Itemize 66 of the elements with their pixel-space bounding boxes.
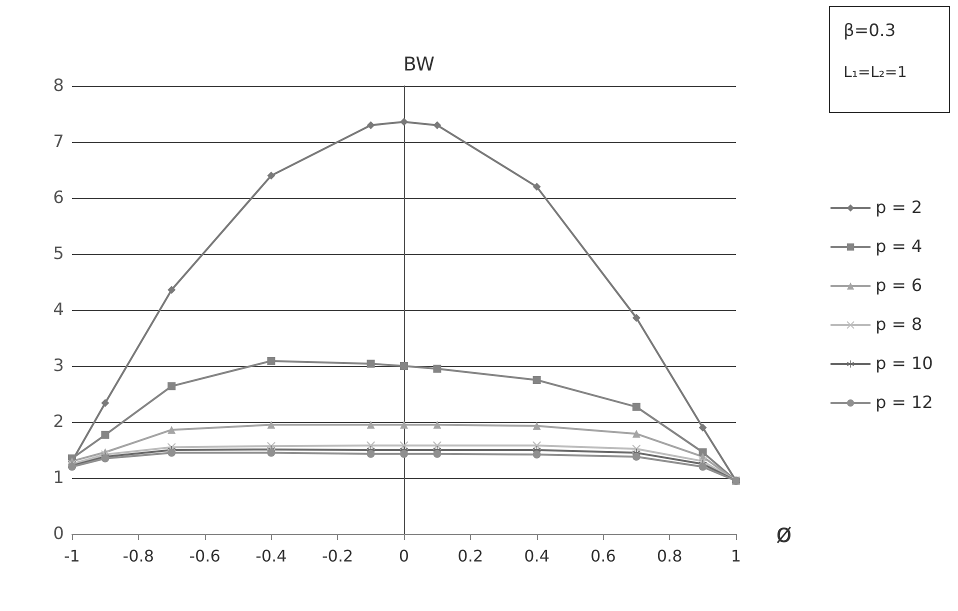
point xyxy=(400,118,408,126)
y-tick-label: 8 xyxy=(53,76,64,96)
point xyxy=(532,442,541,450)
point xyxy=(400,420,408,429)
text: β=0.3 xyxy=(844,21,896,41)
point xyxy=(101,430,110,439)
point xyxy=(366,450,375,458)
x-tick-label: 0.6 xyxy=(590,546,616,566)
point xyxy=(532,422,541,430)
point xyxy=(168,382,176,390)
point xyxy=(698,424,707,432)
y-tick-label: 0 xyxy=(53,524,64,544)
point xyxy=(532,450,541,458)
point xyxy=(433,364,442,373)
y-tick-label: 5 xyxy=(53,244,64,264)
point xyxy=(101,398,110,407)
x-tick-label: -0.2 xyxy=(322,546,354,566)
x-tick-label: -0.8 xyxy=(122,546,154,566)
x-tick-label: 1 xyxy=(730,546,742,566)
point xyxy=(366,121,375,130)
point xyxy=(632,402,640,411)
x-axis-title: ø xyxy=(776,519,792,549)
point xyxy=(366,442,375,450)
point xyxy=(698,448,707,456)
point xyxy=(632,430,640,438)
point xyxy=(267,448,276,457)
x-tick-label: -1 xyxy=(64,546,80,566)
x-tick-label: -0.4 xyxy=(256,546,287,566)
legend-label: p = 6 xyxy=(876,276,922,296)
x-tick-label: 0.2 xyxy=(458,546,484,566)
point xyxy=(433,121,442,130)
point xyxy=(532,182,541,191)
legend-label: p = 8 xyxy=(876,315,922,335)
point xyxy=(632,452,640,461)
y-tick-label: 4 xyxy=(53,300,64,320)
text: L₁=L₂=1 xyxy=(844,63,907,81)
point xyxy=(366,360,375,368)
point xyxy=(366,420,375,429)
y-tick-label: 3 xyxy=(53,356,64,376)
point xyxy=(400,450,408,458)
y-tick-label: 2 xyxy=(53,412,64,432)
legend-label: p = 10 xyxy=(876,354,934,374)
point xyxy=(267,356,276,365)
point xyxy=(400,362,408,370)
point xyxy=(433,450,442,458)
legend-label: p = 2 xyxy=(876,198,922,218)
y-axis-title: BW xyxy=(403,54,435,76)
x-tick-label: 0 xyxy=(398,546,410,566)
point xyxy=(433,420,442,429)
legend-label: p = 4 xyxy=(876,237,922,257)
point xyxy=(698,462,707,471)
point xyxy=(168,448,176,457)
x-tick-label: 0.4 xyxy=(524,546,550,566)
point xyxy=(632,314,640,322)
point xyxy=(267,420,276,429)
y-tick-label: 7 xyxy=(53,132,64,152)
y-tick-label: 1 xyxy=(53,468,64,488)
point xyxy=(168,426,176,434)
point xyxy=(433,442,442,450)
point xyxy=(267,172,276,180)
legend-label: p = 12 xyxy=(876,393,934,413)
x-tick-label: 0.8 xyxy=(656,546,682,566)
x-tick-label: -0.6 xyxy=(189,546,220,566)
y-tick-label: 6 xyxy=(53,188,64,208)
point xyxy=(168,286,176,294)
point xyxy=(532,376,541,384)
